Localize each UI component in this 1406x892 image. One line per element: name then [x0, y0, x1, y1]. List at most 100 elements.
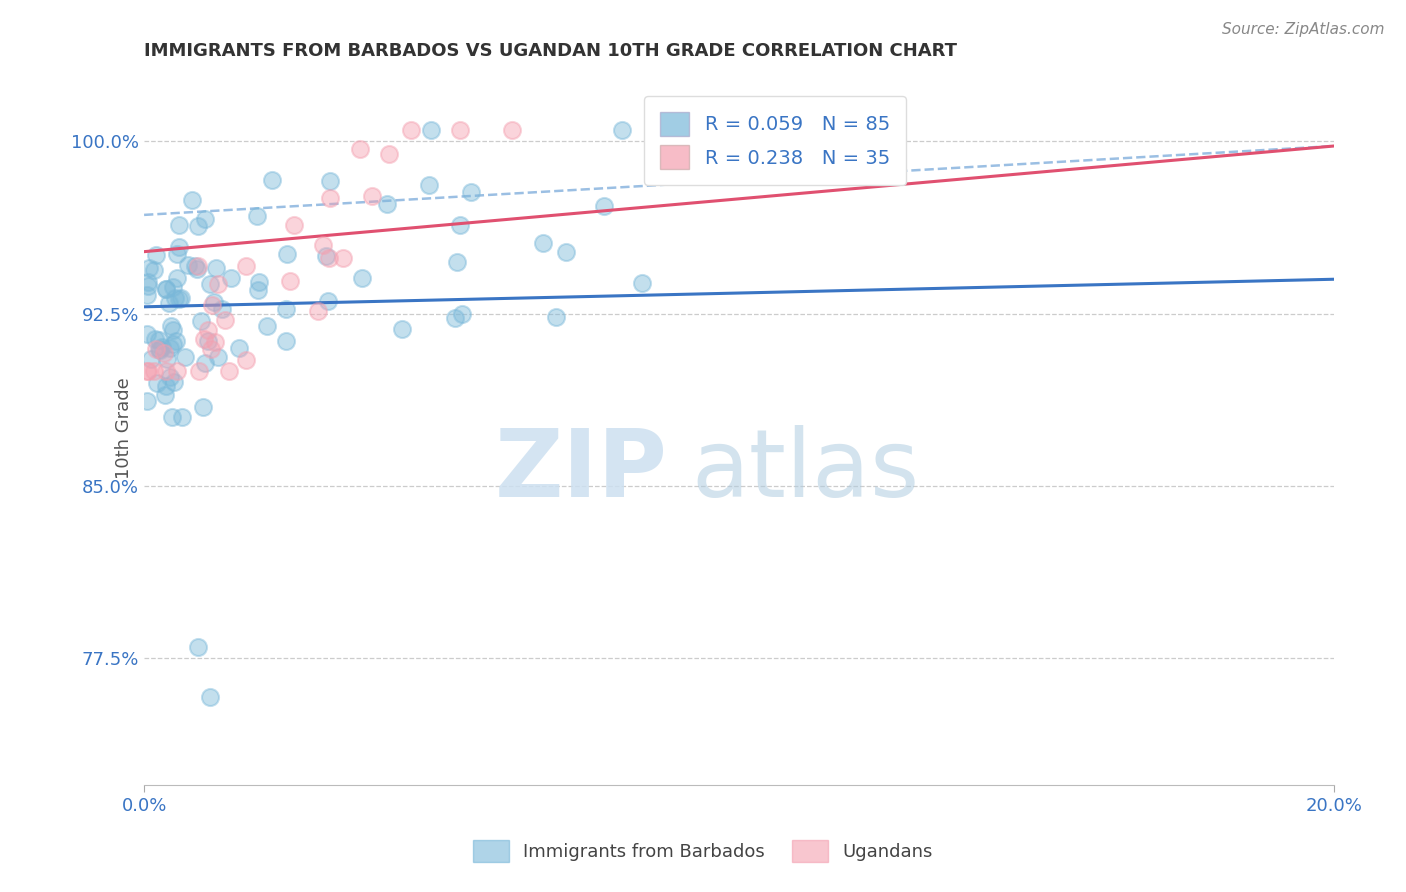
Point — [194, 211, 217, 226]
Point — [451, 307, 474, 321]
Point — [446, 254, 468, 268]
Point — [187, 259, 209, 273]
Text: Source: ZipAtlas.com: Source: ZipAtlas.com — [1222, 22, 1385, 37]
Point — [153, 346, 176, 360]
Point — [419, 123, 441, 137]
Point — [155, 282, 177, 296]
Point — [173, 350, 195, 364]
Point — [163, 376, 186, 390]
Point — [218, 364, 240, 378]
Point — [166, 364, 188, 378]
Point — [207, 351, 229, 365]
Point — [160, 410, 183, 425]
Point — [145, 376, 167, 390]
Point — [169, 293, 191, 307]
Point — [792, 123, 814, 137]
Point — [193, 332, 215, 346]
Point — [136, 276, 159, 290]
Point — [169, 240, 191, 254]
Point — [138, 260, 160, 275]
Point — [197, 334, 219, 348]
Point — [136, 394, 159, 409]
Point — [155, 282, 177, 296]
Point — [166, 247, 188, 261]
Point — [162, 323, 184, 337]
Point — [211, 302, 233, 317]
Point — [163, 292, 186, 306]
Point — [612, 123, 634, 137]
Point — [149, 343, 172, 357]
Point — [139, 351, 162, 366]
Point — [332, 252, 354, 266]
Point — [460, 186, 482, 200]
Point — [307, 304, 329, 318]
Point — [501, 123, 523, 137]
Point — [246, 209, 269, 223]
Point — [319, 174, 342, 188]
Point — [136, 326, 159, 341]
Text: ZIP: ZIP — [495, 425, 668, 517]
Point — [318, 251, 340, 265]
Point — [143, 333, 166, 347]
Point — [191, 400, 214, 414]
Point — [315, 249, 337, 263]
Point — [162, 337, 184, 351]
Point — [682, 123, 704, 137]
Point — [352, 271, 374, 285]
Point — [391, 322, 413, 336]
Point — [219, 271, 242, 285]
Point — [142, 364, 165, 378]
Point — [170, 291, 193, 305]
Point — [169, 219, 191, 233]
Legend: Immigrants from Barbados, Ugandans: Immigrants from Barbados, Ugandans — [465, 833, 941, 870]
Legend: R = 0.059   N = 85, R = 0.238   N = 35: R = 0.059 N = 85, R = 0.238 N = 35 — [644, 96, 905, 185]
Point — [276, 246, 298, 260]
Y-axis label: 10th Grade: 10th Grade — [115, 377, 134, 480]
Point — [198, 690, 221, 705]
Point — [159, 341, 181, 355]
Point — [375, 197, 398, 211]
Point — [276, 334, 298, 349]
Point — [631, 276, 654, 290]
Point — [228, 342, 250, 356]
Point — [136, 288, 159, 302]
Point — [194, 356, 217, 370]
Point — [256, 319, 278, 334]
Point — [316, 293, 339, 308]
Point — [187, 219, 209, 233]
Point — [148, 333, 170, 347]
Point — [214, 312, 236, 326]
Point — [399, 123, 422, 137]
Point — [187, 640, 209, 654]
Point — [278, 274, 301, 288]
Point — [142, 263, 165, 277]
Point — [444, 310, 467, 325]
Point — [170, 410, 193, 425]
Point — [136, 279, 159, 293]
Point — [159, 296, 181, 310]
Point — [188, 364, 211, 378]
Point — [202, 295, 225, 310]
Point — [159, 318, 181, 333]
Point — [197, 323, 219, 337]
Point — [555, 244, 578, 259]
Point — [204, 334, 226, 349]
Point — [378, 147, 401, 161]
Point — [200, 343, 222, 357]
Point — [449, 123, 471, 137]
Point — [360, 189, 382, 203]
Point — [181, 194, 204, 208]
Point — [449, 219, 471, 233]
Point — [165, 334, 187, 348]
Point — [349, 143, 371, 157]
Point — [190, 314, 212, 328]
Text: IMMIGRANTS FROM BARBADOS VS UGANDAN 10TH GRADE CORRELATION CHART: IMMIGRANTS FROM BARBADOS VS UGANDAN 10TH… — [143, 42, 957, 60]
Point — [593, 198, 616, 212]
Point — [136, 364, 159, 378]
Point — [276, 301, 298, 316]
Point — [148, 342, 170, 356]
Point — [156, 351, 179, 366]
Point — [283, 218, 305, 232]
Point — [177, 259, 200, 273]
Text: atlas: atlas — [692, 425, 920, 517]
